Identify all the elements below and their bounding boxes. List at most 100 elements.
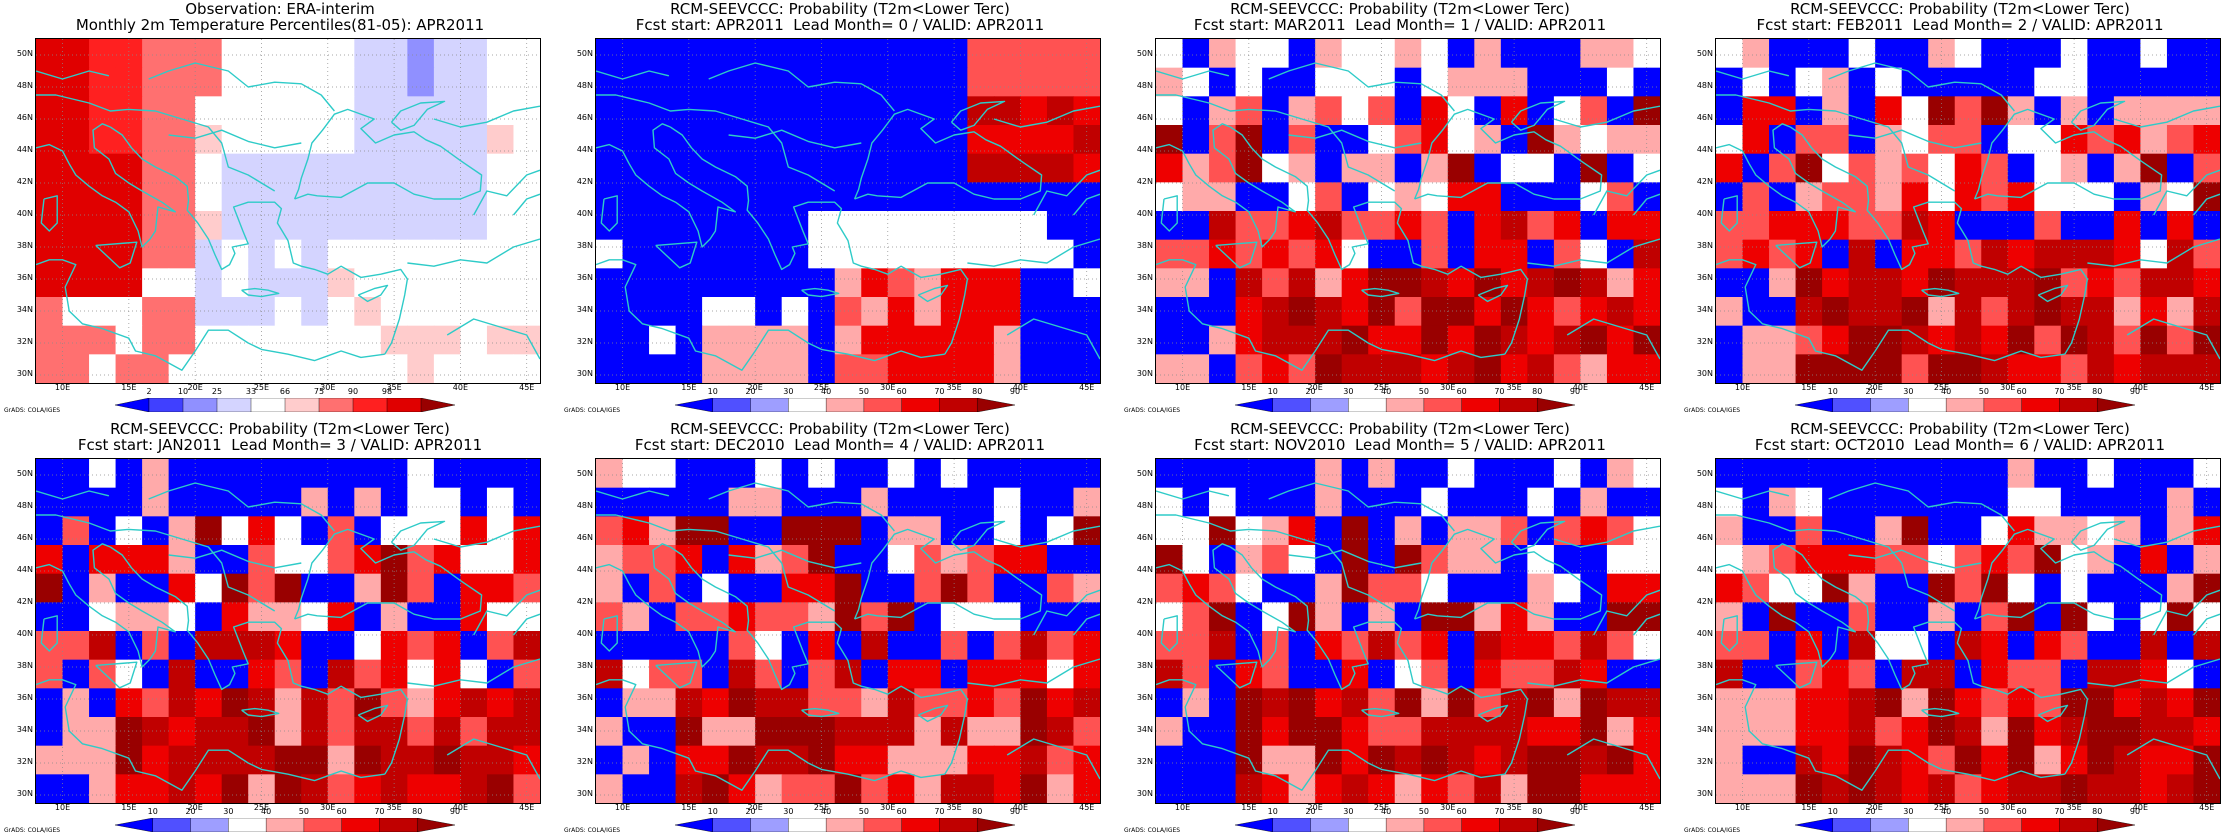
colorbar-swatch	[1983, 818, 2023, 832]
grid-cell	[834, 545, 862, 575]
grid-cell	[2034, 631, 2062, 661]
coastline	[2126, 318, 2220, 360]
grid-cell	[1262, 39, 1290, 69]
grid-cell	[1046, 182, 1075, 212]
lon-tick-label: 30E	[1440, 803, 1456, 812]
grid-cell	[1580, 239, 1608, 269]
grid-cell	[1769, 153, 1797, 183]
grid-cell	[1580, 545, 1608, 575]
colorbar-tick-label: 60	[896, 387, 907, 396]
grid-cell	[513, 774, 540, 803]
grid-cell	[2007, 745, 2035, 775]
grid-cell	[2007, 717, 2035, 747]
grid-cell	[1553, 67, 1582, 97]
grid-cell	[1315, 354, 1343, 383]
grid-cell	[1981, 39, 2009, 69]
grid-cell	[486, 573, 515, 603]
grid-cell	[221, 297, 249, 327]
grid-cell	[861, 631, 889, 661]
grid-cell	[2193, 774, 2220, 803]
lon-tick-label: 40E	[1012, 383, 1029, 392]
coastline	[512, 613, 540, 636]
grid-cell	[1822, 774, 1850, 803]
grid-cell	[2087, 297, 2115, 327]
grid-cell	[513, 688, 540, 718]
grid-cell	[1262, 459, 1290, 489]
grid-cell	[1394, 268, 1422, 298]
grid-cell	[702, 239, 730, 269]
grid-cell	[1633, 96, 1660, 126]
coastline	[728, 129, 862, 149]
grid-cell	[1073, 67, 1100, 97]
grid-cell	[2166, 182, 2195, 212]
grid-cell	[1474, 125, 1502, 155]
grid-cell	[1875, 96, 1903, 126]
grid-cell	[1716, 717, 1744, 747]
colorbar-tick-label: 90	[2129, 807, 2141, 816]
grid-cell	[168, 297, 196, 327]
grid-cell	[1954, 745, 1982, 775]
grid-cell	[1981, 211, 2009, 241]
grid-cell	[808, 268, 836, 298]
grid-cell	[2140, 745, 2168, 775]
grid-cell	[407, 125, 435, 155]
grid-cell	[649, 602, 677, 632]
grid-cell	[2113, 268, 2142, 298]
grid-cell	[1606, 125, 1635, 155]
grid-cell	[2140, 459, 2168, 489]
lat-tick-label: 30N	[1136, 369, 1153, 378]
colorbar-tick-label: 10	[177, 387, 189, 396]
grid-cell	[1474, 354, 1502, 383]
grid-cell	[967, 125, 995, 155]
grid-cell	[1394, 96, 1422, 126]
grid-cell	[1981, 659, 2009, 689]
coastline	[655, 241, 698, 269]
lat-tick-label: 46N	[576, 533, 593, 542]
grid-cell	[993, 239, 1022, 269]
colorbar-swatch	[1870, 818, 1910, 832]
grid-cell	[433, 297, 462, 327]
coastline	[1716, 679, 2065, 791]
colorbar-swatch	[750, 818, 790, 832]
colorbar-swatch	[1908, 398, 1947, 412]
grid-cell	[1209, 153, 1237, 183]
colorbar	[675, 398, 1015, 412]
colorbar-swatch	[1385, 398, 1425, 412]
grid-cell	[354, 239, 382, 269]
grid-cell	[195, 688, 223, 718]
grid-cell	[301, 487, 329, 517]
grid-cell	[142, 297, 170, 327]
coastline	[36, 543, 177, 668]
grid-cell	[327, 239, 355, 269]
grid-cell	[460, 487, 488, 517]
grid-cell	[2034, 96, 2062, 126]
grid-cell	[1716, 573, 1744, 603]
grid-cell	[1769, 182, 1797, 212]
grid-cell	[1795, 268, 1823, 298]
grid-cell	[728, 516, 756, 546]
grid-cell	[1073, 268, 1100, 298]
lon-tick-label: 45E	[1079, 803, 1095, 812]
grid-cell	[1553, 487, 1582, 517]
grid-cell	[1262, 573, 1290, 603]
grid-cell	[1716, 239, 1744, 269]
grid-cell	[460, 745, 488, 775]
grid-cell	[967, 325, 995, 355]
grid-cell	[2060, 774, 2088, 803]
lon-tick-label: 25E	[253, 803, 270, 812]
grid-cell	[887, 774, 915, 803]
colorbar-swatch	[2059, 398, 2098, 412]
grid-cell	[460, 96, 488, 126]
map-canvas	[1716, 459, 2220, 803]
grid-cell	[327, 153, 355, 183]
grid-cell	[1553, 182, 1582, 212]
grid-cell	[1954, 573, 1982, 603]
grid-cell	[1822, 239, 1850, 269]
lat-tick-label: 48N	[576, 81, 593, 90]
grid-cell	[1981, 602, 2009, 632]
grid-cell	[36, 153, 64, 183]
grid-cell	[2060, 745, 2088, 775]
colorbar-tick-label: 60	[896, 807, 907, 816]
colorbar-tick-label: 50	[858, 807, 869, 816]
coastline	[853, 108, 1043, 200]
